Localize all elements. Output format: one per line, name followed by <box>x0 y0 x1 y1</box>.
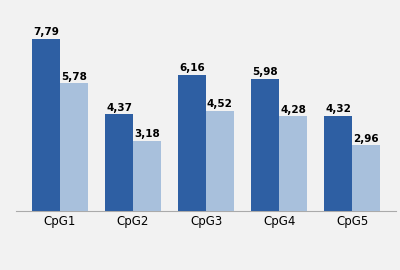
Text: 6,16: 6,16 <box>179 63 205 73</box>
Text: 5,98: 5,98 <box>252 67 278 77</box>
Text: 7,79: 7,79 <box>33 27 59 37</box>
Bar <box>206 111 234 211</box>
Text: 4,37: 4,37 <box>106 103 132 113</box>
Bar <box>60 83 88 211</box>
Text: 4,52: 4,52 <box>207 99 233 109</box>
Text: 4,32: 4,32 <box>325 104 351 114</box>
Bar <box>352 146 380 211</box>
Bar <box>178 75 206 211</box>
Bar <box>32 39 60 211</box>
Bar <box>105 114 133 211</box>
Text: 5,78: 5,78 <box>61 72 87 82</box>
Bar <box>133 141 161 211</box>
Bar <box>251 79 279 211</box>
Bar <box>279 116 307 211</box>
Bar <box>324 116 352 211</box>
Text: 4,28: 4,28 <box>280 105 306 115</box>
Text: 2,96: 2,96 <box>353 134 379 144</box>
Text: 3,18: 3,18 <box>134 129 160 139</box>
